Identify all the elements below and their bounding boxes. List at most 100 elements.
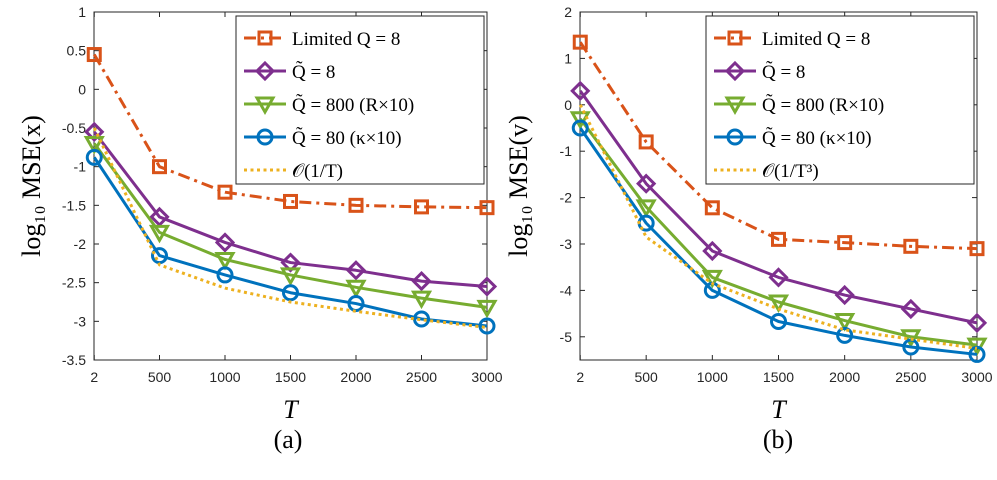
data-point-1-6	[966, 312, 988, 334]
x-tick-label: 1000	[697, 369, 728, 385]
data-point-0-3	[771, 231, 786, 247]
panel-caption: (a)	[274, 425, 303, 454]
series-line-2	[579, 117, 978, 347]
legend-marker-0	[257, 30, 273, 46]
chart-panel-a: 2 500 1000 1500 2000 2500 300010.50-0.5-1-1.5-…	[17, 4, 503, 454]
series-line-1	[93, 130, 488, 289]
data-point-3-0	[85, 148, 103, 166]
data-point-0-1	[638, 134, 654, 150]
data-point-2-0	[569, 111, 591, 130]
legend-label-0: Limited Q = 8	[292, 29, 400, 50]
data-point-1-4	[834, 284, 855, 306]
legend-marker-1	[254, 60, 276, 82]
data-point-0-6	[969, 241, 985, 257]
series-line-0	[579, 41, 978, 251]
data-point-0-0	[86, 47, 102, 63]
y-tick-label: 2	[564, 4, 572, 20]
data-point-0-4	[837, 235, 853, 251]
y-axis-label: log₁₀ MSE(x)	[17, 115, 46, 257]
data-point-3-5	[413, 310, 430, 328]
y-tick-label: -3	[74, 313, 87, 329]
data-point-2-5	[410, 290, 433, 310]
y-tick-label: 0.5	[67, 43, 87, 59]
data-point-2-1	[635, 199, 657, 218]
y-tick-label: -1.5	[62, 197, 86, 213]
series-line-1	[579, 90, 978, 325]
legend: Limited Q = 8 Q̃ = 8 Q̃ = 800 (R×10) Q̃ = 8…	[705, 15, 975, 185]
legend-marker-1	[724, 60, 746, 82]
series-line-0	[92, 53, 488, 210]
data-point-3-6	[478, 317, 496, 335]
data-point-0-2	[217, 184, 233, 200]
data-point-1-5	[411, 270, 432, 292]
data-point-0-0	[572, 34, 588, 50]
data-point-3-0	[571, 119, 589, 137]
y-tick-label: 1	[564, 50, 572, 66]
y-tick-label: -5	[560, 329, 573, 345]
y-tick-label: -2	[74, 236, 87, 252]
x-tick-label: 1500	[763, 369, 794, 385]
legend-label-3: Q̃ = 80 (κ×10)	[292, 126, 402, 149]
series-line-2	[93, 142, 488, 309]
data-point-2-2	[214, 251, 236, 271]
chart-panel-b: 2 500 1000 1500 2000 2500 3000210-1-2-3-4-5Tlo…	[504, 4, 993, 454]
legend-label-3: Q̃ = 80 (κ×10)	[762, 126, 872, 149]
y-axis-label: log₁₀ MSE(v)	[504, 115, 533, 257]
x-tick-label: 2	[90, 369, 98, 385]
series-line-4	[578, 104, 978, 350]
x-tick-label: 500	[634, 369, 658, 385]
x-tick-label: 2000	[340, 369, 371, 385]
x-tick-label: 1000	[209, 369, 240, 385]
legend-marker-2	[724, 96, 746, 116]
series-line-3	[579, 127, 978, 356]
x-axis-label: T	[283, 395, 299, 424]
data-point-1-1	[636, 173, 657, 194]
y-tick-label: -3	[560, 236, 573, 252]
legend-marker-3	[256, 128, 274, 146]
y-tick-label: -2	[560, 190, 573, 206]
data-point-0-5	[414, 199, 429, 215]
y-tick-label: -3.5	[62, 352, 86, 368]
data-point-0-2	[704, 200, 720, 216]
legend-box	[705, 15, 975, 185]
data-point-1-3	[280, 252, 301, 273]
data-point-3-4	[347, 295, 365, 313]
x-tick-label: 2500	[895, 369, 926, 385]
legend-label-2: Q̃ = 800 (R×10)	[762, 93, 884, 116]
x-tick-label: 500	[148, 369, 172, 385]
data-point-2-1	[148, 224, 171, 244]
data-point-3-4	[836, 326, 854, 344]
data-point-1-4	[345, 260, 367, 281]
x-axis-label: T	[771, 395, 787, 424]
data-point-2-6	[966, 337, 988, 357]
data-point-0-3	[283, 193, 298, 209]
data-point-3-2	[216, 266, 234, 284]
data-point-2-6	[476, 299, 498, 319]
y-tick-label: -1	[74, 159, 87, 175]
data-point-0-1	[152, 159, 167, 175]
y-tick-label: -1	[560, 143, 573, 159]
legend-marker-2	[254, 96, 276, 116]
x-tick-label: 2000	[829, 369, 860, 385]
y-tick-label: -2.5	[62, 275, 86, 291]
data-point-2-3	[767, 294, 790, 314]
legend: Limited Q = 8 Q̃ = 8 Q̃ = 800 (R×10) Q̃ = 8…	[235, 15, 485, 185]
y-tick-label: -0.5	[62, 120, 86, 136]
y-tick-label: -4	[560, 282, 573, 298]
data-point-1-6	[476, 276, 498, 297]
data-point-1-5	[900, 298, 921, 320]
data-point-0-5	[903, 238, 919, 254]
y-tick-label: 0	[564, 97, 572, 113]
data-point-2-2	[701, 269, 723, 289]
y-tick-label: 1	[78, 4, 86, 20]
data-point-2-4	[345, 279, 367, 299]
legend-label-4: 𝒪(1/T³)	[762, 161, 819, 182]
x-tick-label: 2500	[406, 369, 437, 385]
data-point-1-2	[702, 240, 723, 262]
legend-label-4: 𝒪(1/T)	[292, 161, 343, 182]
data-point-1-0	[570, 80, 591, 102]
legend-marker-0	[727, 30, 743, 46]
data-point-0-6	[479, 200, 495, 216]
data-point-1-2	[214, 232, 236, 253]
